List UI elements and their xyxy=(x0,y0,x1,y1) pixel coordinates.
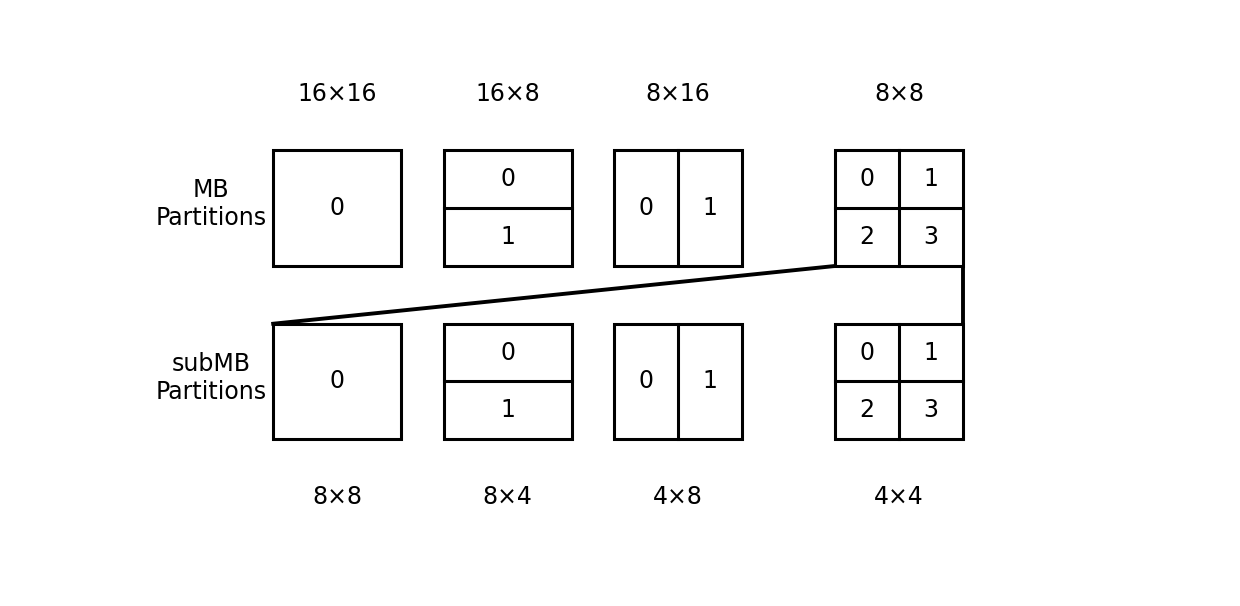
Text: 0: 0 xyxy=(639,196,653,220)
Text: 0: 0 xyxy=(500,341,515,365)
Text: 1: 1 xyxy=(924,167,939,191)
Text: 8×8: 8×8 xyxy=(312,485,362,509)
Text: 2: 2 xyxy=(859,225,874,249)
Bar xyxy=(614,150,742,266)
Text: 16×16: 16×16 xyxy=(298,82,377,106)
Text: 4×4: 4×4 xyxy=(874,485,924,509)
Text: 4×8: 4×8 xyxy=(653,485,703,509)
Text: 3: 3 xyxy=(924,398,939,422)
Bar xyxy=(835,150,963,266)
Text: 8×16: 8×16 xyxy=(646,82,711,106)
Text: 1: 1 xyxy=(924,341,939,365)
Bar xyxy=(444,324,572,439)
Text: 2: 2 xyxy=(859,398,874,422)
Text: 8×8: 8×8 xyxy=(874,82,924,106)
Text: 0: 0 xyxy=(859,341,874,365)
Bar xyxy=(614,324,742,439)
Text: 0: 0 xyxy=(639,370,653,393)
Bar xyxy=(444,150,572,266)
Text: 8×4: 8×4 xyxy=(482,485,532,509)
Text: 0: 0 xyxy=(330,370,345,393)
Text: 1: 1 xyxy=(500,398,515,422)
Text: MB
Partitions: MB Partitions xyxy=(155,179,267,230)
Text: 0: 0 xyxy=(859,167,874,191)
Text: 1: 1 xyxy=(703,196,718,220)
Text: subMB
Partitions: subMB Partitions xyxy=(155,351,267,404)
Bar xyxy=(835,324,963,439)
Text: 0: 0 xyxy=(330,196,345,220)
Bar xyxy=(273,324,401,439)
Text: 0: 0 xyxy=(500,167,515,191)
Bar xyxy=(273,150,401,266)
Text: 1: 1 xyxy=(703,370,718,393)
Text: 3: 3 xyxy=(924,225,939,249)
Text: 16×8: 16×8 xyxy=(475,82,539,106)
Text: 1: 1 xyxy=(500,225,515,249)
